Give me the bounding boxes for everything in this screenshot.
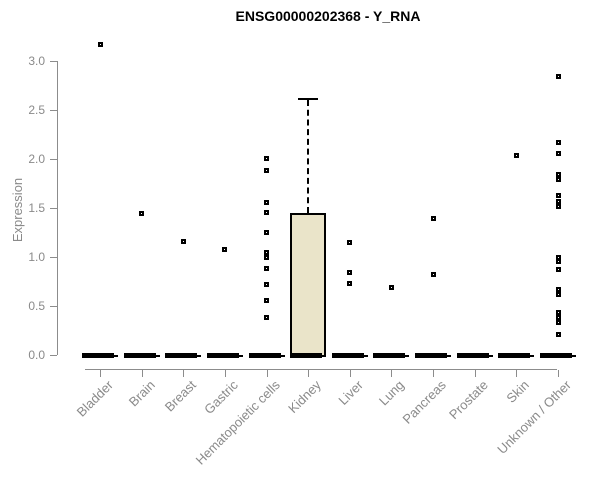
data-point	[264, 168, 270, 174]
median-bar-end	[572, 354, 576, 357]
data-point	[555, 74, 561, 80]
median-bar-end	[238, 354, 243, 357]
median-bar-end	[280, 354, 285, 357]
y-axis-tick	[50, 109, 57, 111]
data-point	[555, 139, 561, 145]
x-axis-tick	[516, 370, 518, 377]
median-bar	[248, 353, 285, 358]
data-point	[555, 320, 561, 326]
data-point	[139, 211, 145, 217]
median-bar-end	[155, 354, 160, 357]
x-axis-tick	[391, 370, 393, 377]
data-point	[264, 230, 270, 235]
y-axis-tick-label: 0.5	[28, 299, 45, 313]
median-bar-end	[322, 354, 327, 357]
x-axis-tick	[349, 370, 351, 377]
y-axis-tick-label: 1.5	[28, 201, 45, 215]
data-point	[388, 284, 394, 290]
median-bar-end	[114, 354, 118, 357]
y-axis-tick-label: 3.0	[28, 54, 45, 68]
data-point	[222, 246, 228, 252]
y-axis-tick-label: 0.0	[28, 348, 45, 362]
median-bar	[82, 353, 118, 358]
y-axis-tick	[50, 256, 57, 258]
data-point	[555, 177, 561, 183]
median-bar-end	[530, 354, 535, 357]
data-point	[264, 199, 270, 205]
y-axis-tick	[50, 207, 57, 209]
data-point	[347, 270, 353, 276]
x-axis-tick	[433, 370, 435, 377]
data-point	[264, 210, 270, 216]
median-bar	[498, 353, 535, 358]
data-point	[555, 192, 561, 198]
data-point	[555, 310, 561, 316]
data-point	[264, 315, 270, 321]
data-point	[555, 331, 561, 337]
y-axis-tick	[50, 354, 57, 356]
data-point	[430, 272, 436, 278]
data-point	[180, 238, 186, 244]
x-axis-tick	[183, 370, 185, 377]
y-axis-tick-label: 2.5	[28, 103, 45, 117]
data-point	[555, 198, 561, 204]
median-bar	[206, 353, 243, 358]
y-axis-tick	[50, 158, 57, 160]
data-point	[555, 267, 561, 273]
data-point	[97, 41, 103, 47]
data-point	[555, 286, 561, 292]
data-point	[264, 297, 270, 303]
data-point	[264, 266, 270, 272]
median-bar	[331, 353, 368, 358]
x-axis-tick	[308, 370, 310, 377]
data-point	[555, 259, 561, 265]
data-point	[555, 203, 561, 209]
median-bar	[456, 353, 493, 358]
data-point	[555, 172, 561, 178]
x-axis-line	[85, 369, 557, 370]
whisker-cap	[298, 98, 319, 101]
x-axis-tick	[474, 370, 476, 377]
median-bar	[165, 353, 202, 358]
box	[290, 212, 327, 357]
x-axis-tick	[141, 370, 143, 377]
data-point	[555, 254, 561, 260]
whisker-line	[307, 100, 310, 213]
y-axis-tick-label: 1.0	[28, 250, 45, 264]
y-axis-line	[57, 61, 58, 355]
median-bar	[290, 353, 327, 358]
x-axis-tick	[100, 370, 101, 377]
x-axis-tick	[558, 370, 559, 377]
chart-title: ENSG00000202368 - Y_RNA	[235, 8, 421, 24]
y-axis-tick-label: 2.0	[28, 152, 45, 166]
data-point	[555, 150, 561, 156]
median-bar-end	[405, 354, 410, 357]
data-point	[347, 280, 353, 286]
data-point	[264, 155, 270, 161]
median-bar	[415, 353, 452, 358]
y-axis-tick	[50, 60, 57, 62]
median-bar-end	[363, 354, 368, 357]
median-bar	[540, 353, 576, 358]
data-point	[555, 315, 561, 321]
data-point	[264, 281, 270, 287]
data-point	[513, 152, 519, 158]
data-point	[264, 254, 270, 260]
y-axis-tick	[50, 305, 57, 307]
median-bar-end	[197, 354, 202, 357]
median-bar-end	[488, 354, 493, 357]
median-bar-end	[447, 354, 452, 357]
median-bar	[123, 353, 160, 358]
data-point	[555, 291, 561, 297]
median-bar	[373, 353, 410, 358]
data-point	[264, 249, 270, 255]
x-axis-tick	[266, 370, 268, 377]
data-point	[430, 216, 436, 222]
data-point	[347, 239, 353, 245]
x-axis-tick	[224, 370, 226, 377]
